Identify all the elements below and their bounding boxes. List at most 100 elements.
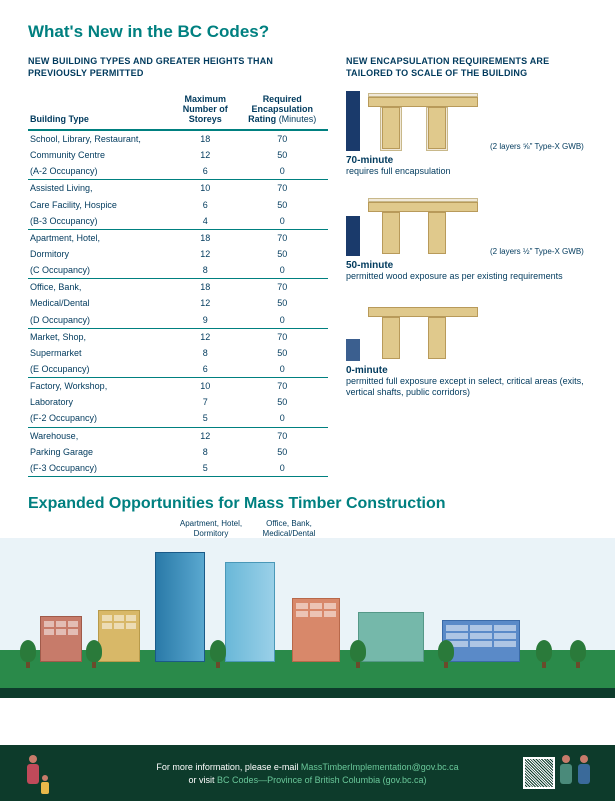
table-row: Dormitory1250 <box>28 246 328 262</box>
table-row: (B-3 Occupancy)40 <box>28 213 328 230</box>
cell-type: Supermarket <box>28 345 174 361</box>
table-row: Supermarket850 <box>28 345 328 361</box>
cell-rating: 70 <box>236 427 328 444</box>
cell-storeys: 18 <box>174 229 236 246</box>
encap-70: (2 layers ⅝" Type-X GWB) 70-minute requi… <box>346 91 587 178</box>
building-4 <box>225 562 275 662</box>
cell-type: Market, Shop, <box>28 328 174 345</box>
table-row: Care Facility, Hospice650 <box>28 197 328 213</box>
cell-storeys: 12 <box>174 328 236 345</box>
cell-rating: 70 <box>236 130 328 147</box>
building-table: Building Type MaximumNumber ofStoreys Re… <box>28 91 328 477</box>
th-storeys: MaximumNumber ofStoreys <box>174 91 236 130</box>
tower-icon-tall <box>346 91 360 151</box>
building-1 <box>40 616 82 662</box>
cell-rating: 0 <box>236 213 328 230</box>
footer-email-link[interactable]: MassTimberImplementation@gov.bc.ca <box>301 762 459 772</box>
cell-type: Office, Bank, <box>28 279 174 296</box>
cell-type: Community Centre <box>28 147 174 163</box>
cell-storeys: 12 <box>174 427 236 444</box>
child-icon <box>40 775 50 795</box>
cell-type: Warehouse, <box>28 427 174 444</box>
city-label-3: Office, Bank, Medical/Dental <box>254 519 324 538</box>
cell-rating: 70 <box>236 328 328 345</box>
table-row: Office, Bank,1870 <box>28 279 328 296</box>
table-row: Apartment, Hotel,1870 <box>28 229 328 246</box>
cell-storeys: 5 <box>174 410 236 427</box>
footer: For more information, please e-mail Mass… <box>0 745 615 801</box>
footer-text-2: or visit <box>189 775 218 785</box>
cell-rating: 0 <box>236 163 328 180</box>
cell-rating: 70 <box>236 229 328 246</box>
cell-type: (A-2 Occupancy) <box>28 163 174 180</box>
cell-type: Medical/Dental <box>28 295 174 311</box>
cell-type: (D Occupancy) <box>28 312 174 329</box>
tower-icon-short <box>346 339 360 361</box>
cell-rating: 0 <box>236 460 328 477</box>
building-6 <box>358 612 424 662</box>
cell-storeys: 6 <box>174 163 236 180</box>
table-row: Laboratory750 <box>28 394 328 410</box>
table-row: Factory, Workshop,1070 <box>28 378 328 395</box>
cell-storeys: 8 <box>174 444 236 460</box>
footer-site-link[interactable]: BC Codes—Province of British Columbia (g… <box>217 775 426 785</box>
cell-storeys: 8 <box>174 262 236 279</box>
cell-rating: 50 <box>236 444 328 460</box>
tower-icon-med <box>346 216 360 256</box>
encap-desc-0: permitted full exposure except in select… <box>346 376 587 399</box>
city-label-2: Apartment, Hotel, Dormitory <box>176 519 246 538</box>
table-row: School, Library, Restaurant,1870 <box>28 130 328 147</box>
cell-type: Apartment, Hotel, <box>28 229 174 246</box>
cell-rating: 50 <box>236 345 328 361</box>
gwb-note-50: (2 layers ½" Type-X GWB) <box>490 247 584 256</box>
cell-type: School, Library, Restaurant, <box>28 130 174 147</box>
encap-desc-70: requires full encapsulation <box>346 166 587 178</box>
table-row: (F-3 Occupancy)50 <box>28 460 328 477</box>
cell-type: (B-3 Occupancy) <box>28 213 174 230</box>
cell-storeys: 10 <box>174 378 236 395</box>
table-row: (E Occupancy)60 <box>28 361 328 378</box>
cell-storeys: 10 <box>174 180 236 197</box>
cell-type: Parking Garage <box>28 444 174 460</box>
cell-type: (E Occupancy) <box>28 361 174 378</box>
person-icon <box>557 755 575 795</box>
building-5 <box>292 598 340 662</box>
expand-title: Expanded Opportunities for Mass Timber C… <box>28 495 587 513</box>
beam-diagram-0 <box>368 301 478 361</box>
person-icon <box>575 755 593 795</box>
cell-rating: 0 <box>236 410 328 427</box>
table-row: Community Centre1250 <box>28 147 328 163</box>
encap-50: (2 layers ½" Type-X GWB) 50-minute permi… <box>346 196 587 283</box>
table-row: (F-2 Occupancy)50 <box>28 410 328 427</box>
table-row: (C Occupancy)80 <box>28 262 328 279</box>
table-row: (D Occupancy)90 <box>28 312 328 329</box>
encap-desc-50: permitted wood exposure as per existing … <box>346 271 587 283</box>
cell-type: Laboratory <box>28 394 174 410</box>
cell-type: (F-2 Occupancy) <box>28 410 174 427</box>
encap-label-50: 50-minute <box>346 260 587 271</box>
building-2 <box>98 610 140 662</box>
cell-storeys: 12 <box>174 147 236 163</box>
cell-rating: 0 <box>236 361 328 378</box>
table-row: Parking Garage850 <box>28 444 328 460</box>
cell-rating: 50 <box>236 197 328 213</box>
cell-storeys: 9 <box>174 312 236 329</box>
th-building-type: Building Type <box>28 91 174 130</box>
gwb-note-70: (2 layers ⅝" Type-X GWB) <box>490 142 584 151</box>
left-subtitle: NEW BUILDING TYPES AND GREATER HEIGHTS T… <box>28 56 328 79</box>
footer-text-1: For more information, please e-mail <box>156 762 301 772</box>
cell-type: Dormitory <box>28 246 174 262</box>
table-row: Assisted Living,1070 <box>28 180 328 197</box>
cell-rating: 0 <box>236 312 328 329</box>
table-row: Market, Shop,1270 <box>28 328 328 345</box>
table-row: Warehouse,1270 <box>28 427 328 444</box>
cell-type: Assisted Living, <box>28 180 174 197</box>
cell-rating: 70 <box>236 378 328 395</box>
page-title: What's New in the BC Codes? <box>28 22 587 42</box>
cell-rating: 50 <box>236 246 328 262</box>
cell-rating: 70 <box>236 180 328 197</box>
cell-storeys: 18 <box>174 279 236 296</box>
cell-storeys: 5 <box>174 460 236 477</box>
cell-storeys: 4 <box>174 213 236 230</box>
cell-rating: 50 <box>236 394 328 410</box>
